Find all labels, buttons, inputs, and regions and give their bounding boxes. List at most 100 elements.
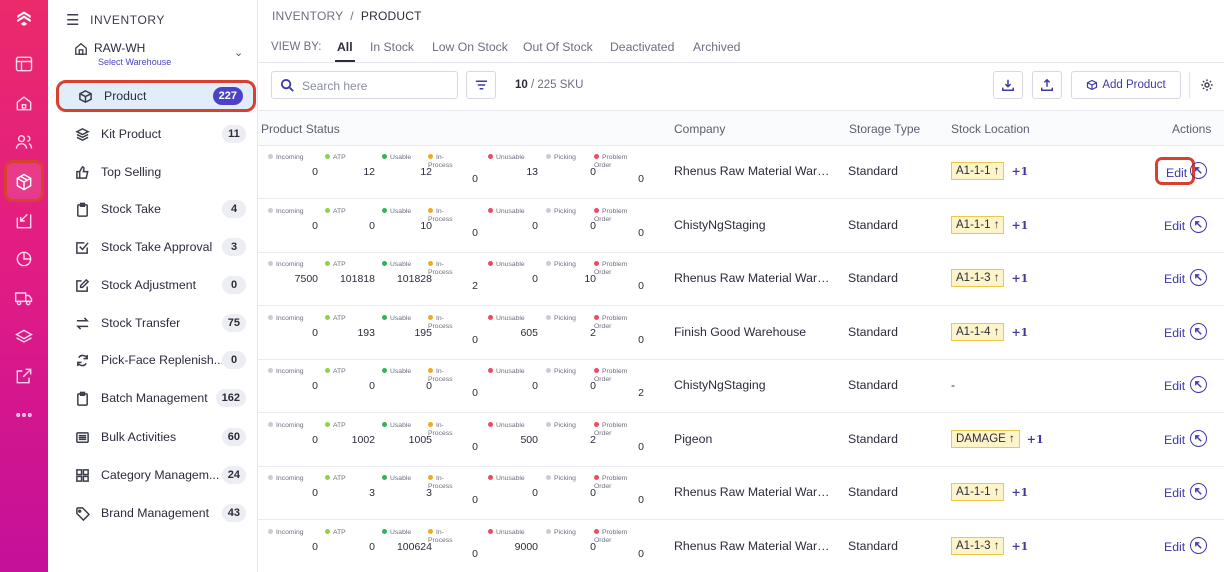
transfer-arrows-icon	[74, 315, 90, 331]
sidebar-item-bulk-activities[interactable]: Bulk Activities 60	[56, 421, 256, 453]
tab-archived[interactable]: Archived	[693, 40, 741, 54]
inventory-box-icon[interactable]	[12, 170, 36, 194]
metric-atp: ATP 12	[325, 154, 375, 178]
export-icon[interactable]	[12, 364, 36, 388]
more-locations[interactable]: +1	[1011, 485, 1029, 499]
inbound-icon[interactable]	[12, 209, 36, 233]
location-tag[interactable]: A1-1-1 ↑	[951, 162, 1005, 180]
company-cell: ChistyNgStaging	[674, 218, 766, 232]
reports-pie-icon[interactable]	[12, 247, 36, 271]
chevron-down-icon[interactable]: ⌄	[234, 47, 244, 59]
select-warehouse-link[interactable]: Select Warehouse	[98, 57, 172, 67]
users-icon[interactable]	[12, 130, 36, 154]
logo-icon[interactable]	[12, 6, 36, 30]
location-tag[interactable]: A1-1-4 ↑	[951, 323, 1005, 341]
download-button[interactable]	[993, 71, 1023, 99]
edit-button[interactable]: Edit	[1164, 433, 1186, 447]
location-tag[interactable]: A1-1-3 ↑	[951, 269, 1005, 287]
search-input[interactable]	[302, 77, 452, 94]
hamburger-menu-icon[interactable]: ☰	[66, 12, 81, 29]
tab-deactivated[interactable]: Deactivated	[610, 40, 675, 54]
more-locations[interactable]: +1	[1011, 218, 1029, 232]
open-details-icon[interactable]	[1190, 376, 1207, 393]
sidebar-item-label: Kit Product	[101, 127, 162, 141]
sidebar-item-stock-take[interactable]: Stock Take 4	[56, 193, 256, 225]
metric-label: In- Process	[428, 368, 453, 383]
tab-low-on-stock[interactable]: Low On Stock	[432, 40, 508, 54]
open-details-icon[interactable]	[1190, 269, 1207, 286]
tab-all[interactable]: All	[335, 40, 355, 62]
sidebar-item-label: Stock Take Approval	[101, 240, 213, 254]
layers-icon[interactable]	[12, 325, 36, 349]
edit-button[interactable]: Edit	[1164, 540, 1186, 554]
gear-icon[interactable]	[1200, 78, 1214, 92]
upload-button[interactable]	[1032, 71, 1062, 99]
more-locations[interactable]: +1	[1011, 325, 1029, 339]
more-dots-icon[interactable]	[12, 403, 36, 427]
search-box[interactable]	[271, 71, 458, 99]
open-details-icon[interactable]	[1190, 162, 1207, 179]
more-locations[interactable]: +1	[1011, 271, 1029, 285]
edit-button[interactable]: Edit	[1164, 219, 1186, 233]
metric-value: 0	[426, 380, 432, 392]
header-storage-type[interactable]: Storage Type	[849, 122, 921, 136]
location-tag[interactable]: A1-1-1 ↑	[951, 483, 1005, 501]
sidebar-item-kit-product[interactable]: Kit Product 11	[56, 118, 256, 150]
warehouse-selector[interactable]: RAW-WH Select Warehouse ⌄	[74, 40, 244, 70]
open-details-icon[interactable]	[1190, 323, 1207, 340]
header-product-status[interactable]: Product Status	[261, 122, 340, 136]
table-row[interactable]: Incoming 0 ATP 193 Usable 195 In- Process 0 Unus…	[258, 307, 1224, 360]
sidebar-item-category-management[interactable]: Category Managem... 24	[56, 459, 256, 491]
table-row[interactable]: Incoming 0 ATP 0 Usable 10 In- Process 0 Unusabl…	[258, 200, 1224, 253]
metric-label: ATP	[325, 208, 375, 216]
edit-button[interactable]: Edit	[1164, 379, 1186, 393]
sidebar-item-batch-management[interactable]: Batch Management 162	[56, 382, 256, 414]
shipping-truck-icon[interactable]	[12, 286, 36, 310]
open-details-icon[interactable]	[1190, 483, 1207, 500]
more-locations[interactable]: +1	[1011, 164, 1029, 178]
sidebar-item-top-selling[interactable]: Top Selling	[56, 156, 256, 188]
more-locations[interactable]: +1	[1026, 432, 1044, 446]
tab-out-of-stock[interactable]: Out Of Stock	[523, 40, 593, 54]
refresh-icon	[74, 352, 90, 368]
table-row[interactable]: Incoming 0 ATP 3 Usable 3 In- Process 0 Unusable…	[258, 467, 1224, 520]
open-details-icon[interactable]	[1190, 430, 1207, 447]
open-details-icon[interactable]	[1190, 537, 1207, 554]
table-row[interactable]: Incoming 0 ATP 12 Usable 12 In- Process 0 Unusab…	[258, 146, 1224, 199]
edit-button[interactable]: Edit	[1164, 326, 1186, 340]
home-icon[interactable]	[12, 91, 36, 115]
location-tag[interactable]: DAMAGE ↑	[951, 430, 1020, 448]
table-row[interactable]: Incoming 0 ATP 0 Usable 100624 In- Process 0 Unu…	[258, 521, 1224, 572]
metric-label: Unusable	[488, 368, 538, 376]
header-company[interactable]: Company	[674, 122, 726, 136]
metric-label: Incoming	[268, 475, 318, 483]
filter-button[interactable]	[466, 71, 496, 99]
tab-in-stock[interactable]: In Stock	[370, 40, 415, 54]
location-tag[interactable]: A1-1-3 ↑	[951, 537, 1005, 555]
edit-button[interactable]: Edit	[1164, 486, 1186, 500]
location-tag[interactable]: A1-1-1 ↑	[951, 216, 1005, 234]
header-stock-location[interactable]: Stock Location	[951, 122, 1030, 136]
breadcrumb-inventory[interactable]: INVENTORY	[272, 9, 344, 23]
sidebar-item-stock-adjustment[interactable]: Stock Adjustment 0	[56, 269, 256, 301]
sidebar-item-pick-face-replenish[interactable]: Pick-Face Replenish... 0	[56, 344, 256, 376]
table-row[interactable]: Incoming 0 ATP 1002 Usable 1005 In- Process 0 Un…	[258, 414, 1224, 467]
add-product-label: Add Product	[1102, 79, 1166, 91]
metric-label: In- Process	[428, 529, 453, 544]
sidebar-item-brand-management[interactable]: Brand Management 43	[56, 497, 256, 529]
sidebar-item-stock-transfer[interactable]: Stock Transfer 75	[56, 307, 256, 339]
table-row[interactable]: Incoming 0 ATP 0 Usable 0 In- Process 0 Unusable…	[258, 360, 1224, 413]
sidebar-item-stock-take-approval[interactable]: Stock Take Approval 3	[56, 231, 256, 263]
edit-button[interactable]: Edit	[1164, 272, 1186, 286]
count-badge: 43	[221, 504, 246, 522]
add-product-button[interactable]: Add Product	[1071, 71, 1181, 99]
breadcrumb-product: PRODUCT	[360, 9, 422, 23]
metric-value: 0	[472, 227, 478, 239]
more-locations[interactable]: +1	[1011, 539, 1029, 553]
dashboard-icon[interactable]	[12, 52, 36, 76]
table-row[interactable]: Incoming 7500 ATP 101818 Usable 101828 In- Pro…	[258, 253, 1224, 306]
open-details-icon[interactable]	[1190, 216, 1207, 233]
edit-button[interactable]: Edit	[1155, 157, 1195, 185]
sidebar-item-product[interactable]: Product 227	[56, 80, 256, 112]
